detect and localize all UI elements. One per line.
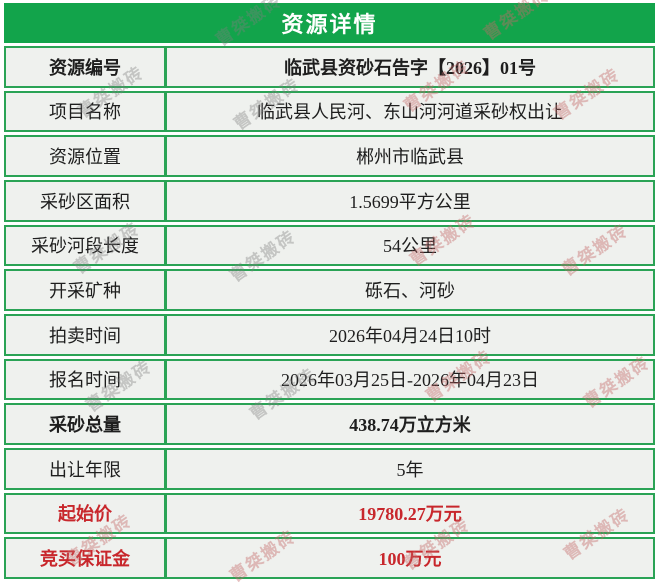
- label-resource-location: 资源位置: [4, 135, 165, 177]
- table-row-starting-price: 起始价 19780.27万元: [4, 492, 655, 535]
- table-row-bid-deposit: 竞买保证金 100万元: [4, 537, 655, 579]
- value-registration-time: 2026年03月25日-2026年04月23日: [165, 358, 655, 401]
- label-river-length: 采砂河段长度: [4, 224, 165, 267]
- page-title: 资源详情: [281, 12, 378, 37]
- label-starting-price: 起始价: [4, 492, 165, 535]
- value-bid-deposit: 100万元: [165, 537, 655, 579]
- table-row-mineral-type: 开采矿种 砾石、河砂: [4, 269, 655, 311]
- table-row-registration-time: 报名时间 2026年03月25日-2026年04月23日: [4, 358, 655, 401]
- panel-header: 资源详情: [4, 3, 655, 43]
- table-row-project-name: 项目名称 临武县人民河、东山河河道采砂权出让: [4, 90, 655, 133]
- table-row-total-volume: 采砂总量 438.74万立方米: [4, 403, 655, 445]
- resource-detail-table: 资源编号 临武县资砂石告字【2026】01号 项目名称 临武县人民河、东山河河道…: [4, 43, 655, 582]
- table-row-transfer-years: 出让年限 5年: [4, 447, 655, 490]
- value-mining-area: 1.5699平方公里: [165, 179, 655, 222]
- value-auction-time: 2026年04月24日10时: [165, 313, 655, 356]
- table-row-river-length: 采砂河段长度 54公里: [4, 224, 655, 267]
- label-resource-number: 资源编号: [4, 46, 165, 88]
- value-resource-location: 郴州市临武县: [165, 135, 655, 177]
- label-auction-time: 拍卖时间: [4, 313, 165, 356]
- label-total-volume: 采砂总量: [4, 403, 165, 445]
- label-mining-area: 采砂区面积: [4, 179, 165, 222]
- value-river-length: 54公里: [165, 224, 655, 267]
- value-mineral-type: 砾石、河砂: [165, 269, 655, 311]
- value-project-name: 临武县人民河、东山河河道采砂权出让: [165, 90, 655, 133]
- table-row-mining-area: 采砂区面积 1.5699平方公里: [4, 179, 655, 222]
- label-bid-deposit: 竞买保证金: [4, 537, 165, 579]
- table-row-resource-number: 资源编号 临武县资砂石告字【2026】01号: [4, 46, 655, 88]
- label-mineral-type: 开采矿种: [4, 269, 165, 311]
- value-starting-price: 19780.27万元: [165, 492, 655, 535]
- label-project-name: 项目名称: [4, 90, 165, 133]
- value-resource-number: 临武县资砂石告字【2026】01号: [165, 46, 655, 88]
- table-row-resource-location: 资源位置 郴州市临武县: [4, 135, 655, 177]
- label-transfer-years: 出让年限: [4, 447, 165, 490]
- table-row-auction-time: 拍卖时间 2026年04月24日10时: [4, 313, 655, 356]
- value-total-volume: 438.74万立方米: [165, 403, 655, 445]
- label-registration-time: 报名时间: [4, 358, 165, 401]
- value-transfer-years: 5年: [165, 447, 655, 490]
